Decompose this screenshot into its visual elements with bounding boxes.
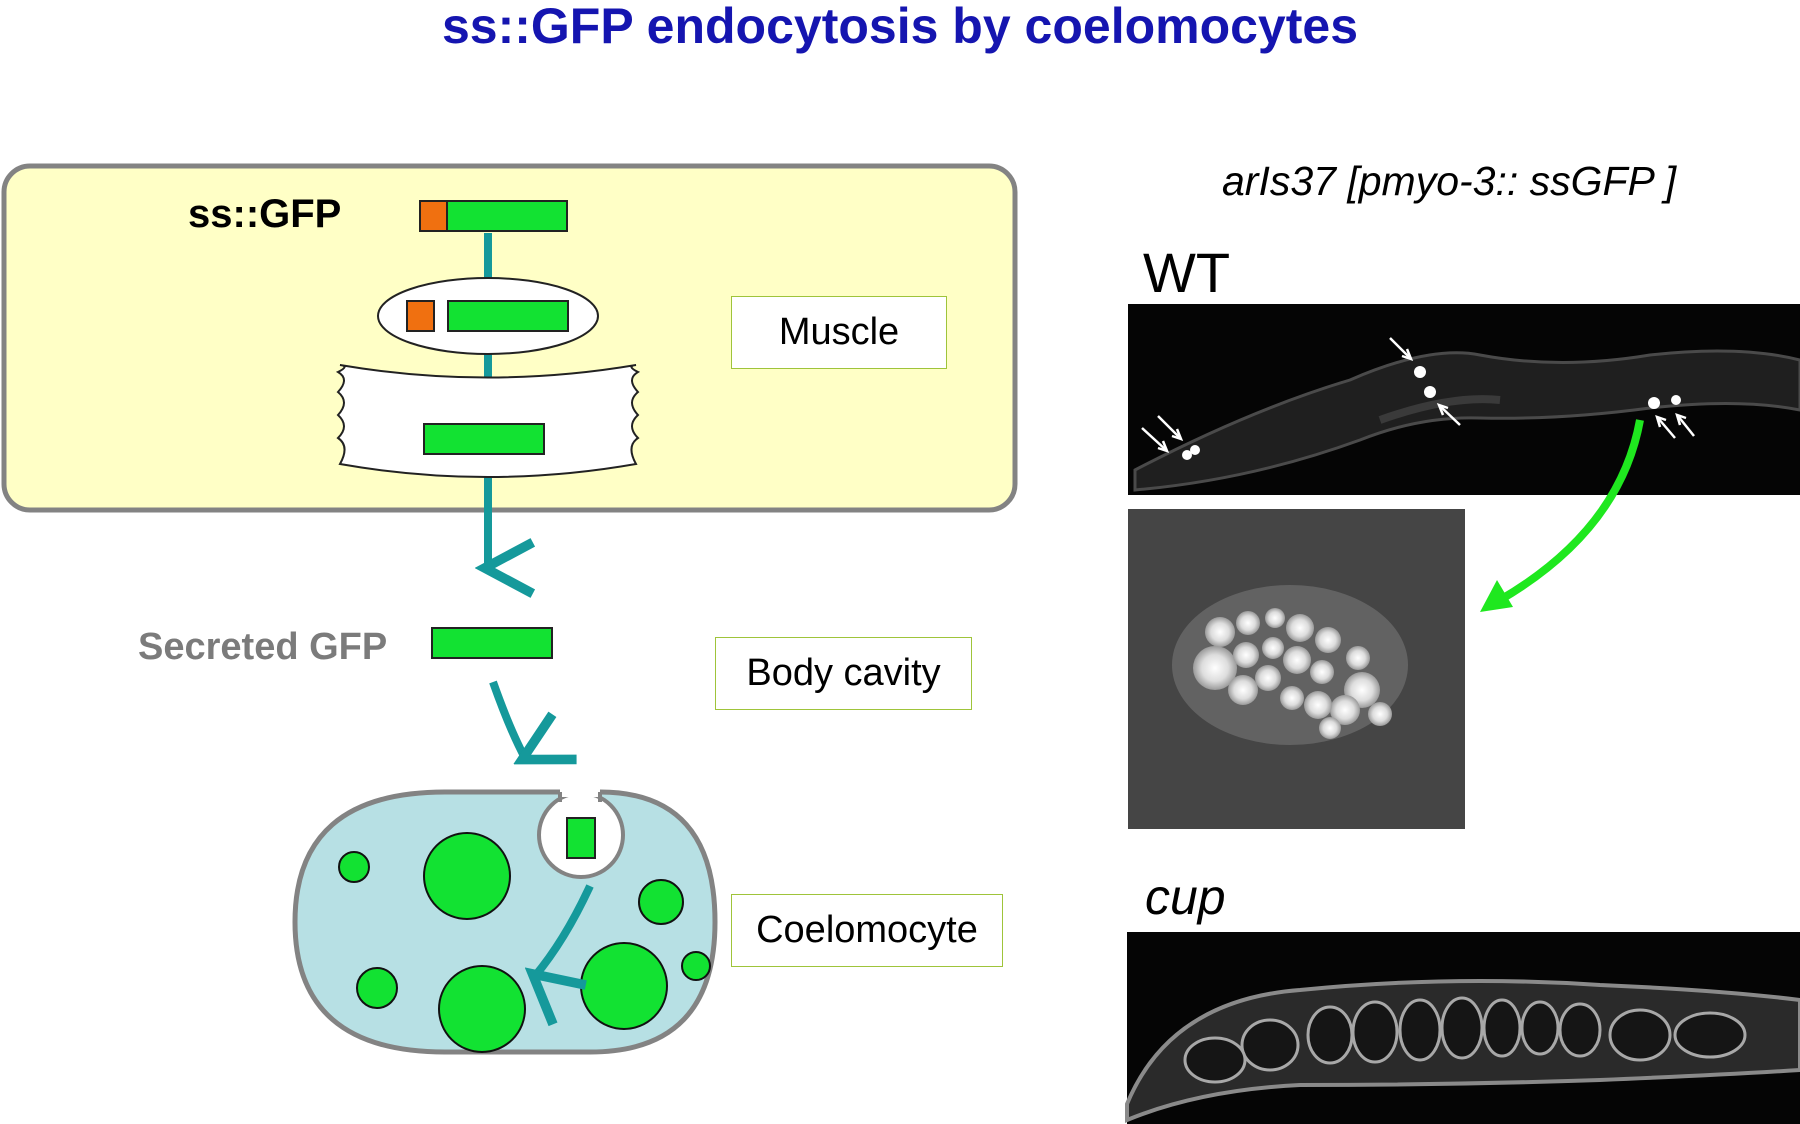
wt-micrograph (1128, 304, 1800, 495)
gfp-block (446, 200, 568, 232)
gfp-block-vesicle (566, 817, 596, 859)
golgi-compartment (335, 364, 641, 478)
page-title: ss::GFP endocytosis by coelomocytes (441, 0, 1359, 54)
vesicle (681, 951, 711, 981)
cup-micrograph (1125, 932, 1800, 1124)
signal-peptide-block-er (406, 300, 435, 332)
signal-peptide-block (419, 200, 448, 232)
gfp-block-golgi (423, 423, 545, 455)
cup-label: cup (1145, 869, 1226, 925)
vesicle (438, 965, 526, 1053)
coelomocyte-label: Coelomocyte (731, 894, 1003, 967)
vesicle (356, 967, 398, 1009)
body-cavity-label: Body cavity (715, 637, 972, 710)
secreted-gfp-block (431, 627, 553, 659)
vesicle (580, 942, 668, 1030)
zoom-arrow (1497, 419, 1644, 604)
vesicle (338, 851, 370, 883)
vesicle (638, 879, 684, 925)
gfp-block-er (447, 300, 569, 332)
muscle-label: Muscle (731, 296, 947, 369)
delivery-arrow (535, 884, 594, 976)
construct-label: ss::GFP (188, 192, 342, 236)
vesicle (423, 832, 511, 920)
secreted-gfp-label: Secreted GFP (138, 626, 388, 668)
coelomocyte-micrograph (1128, 509, 1465, 829)
strain-label: arIs37 [pmyo-3:: ssGFP ] (1222, 158, 1677, 204)
wt-label: WT (1143, 241, 1231, 304)
uptake-arrow (489, 680, 525, 758)
